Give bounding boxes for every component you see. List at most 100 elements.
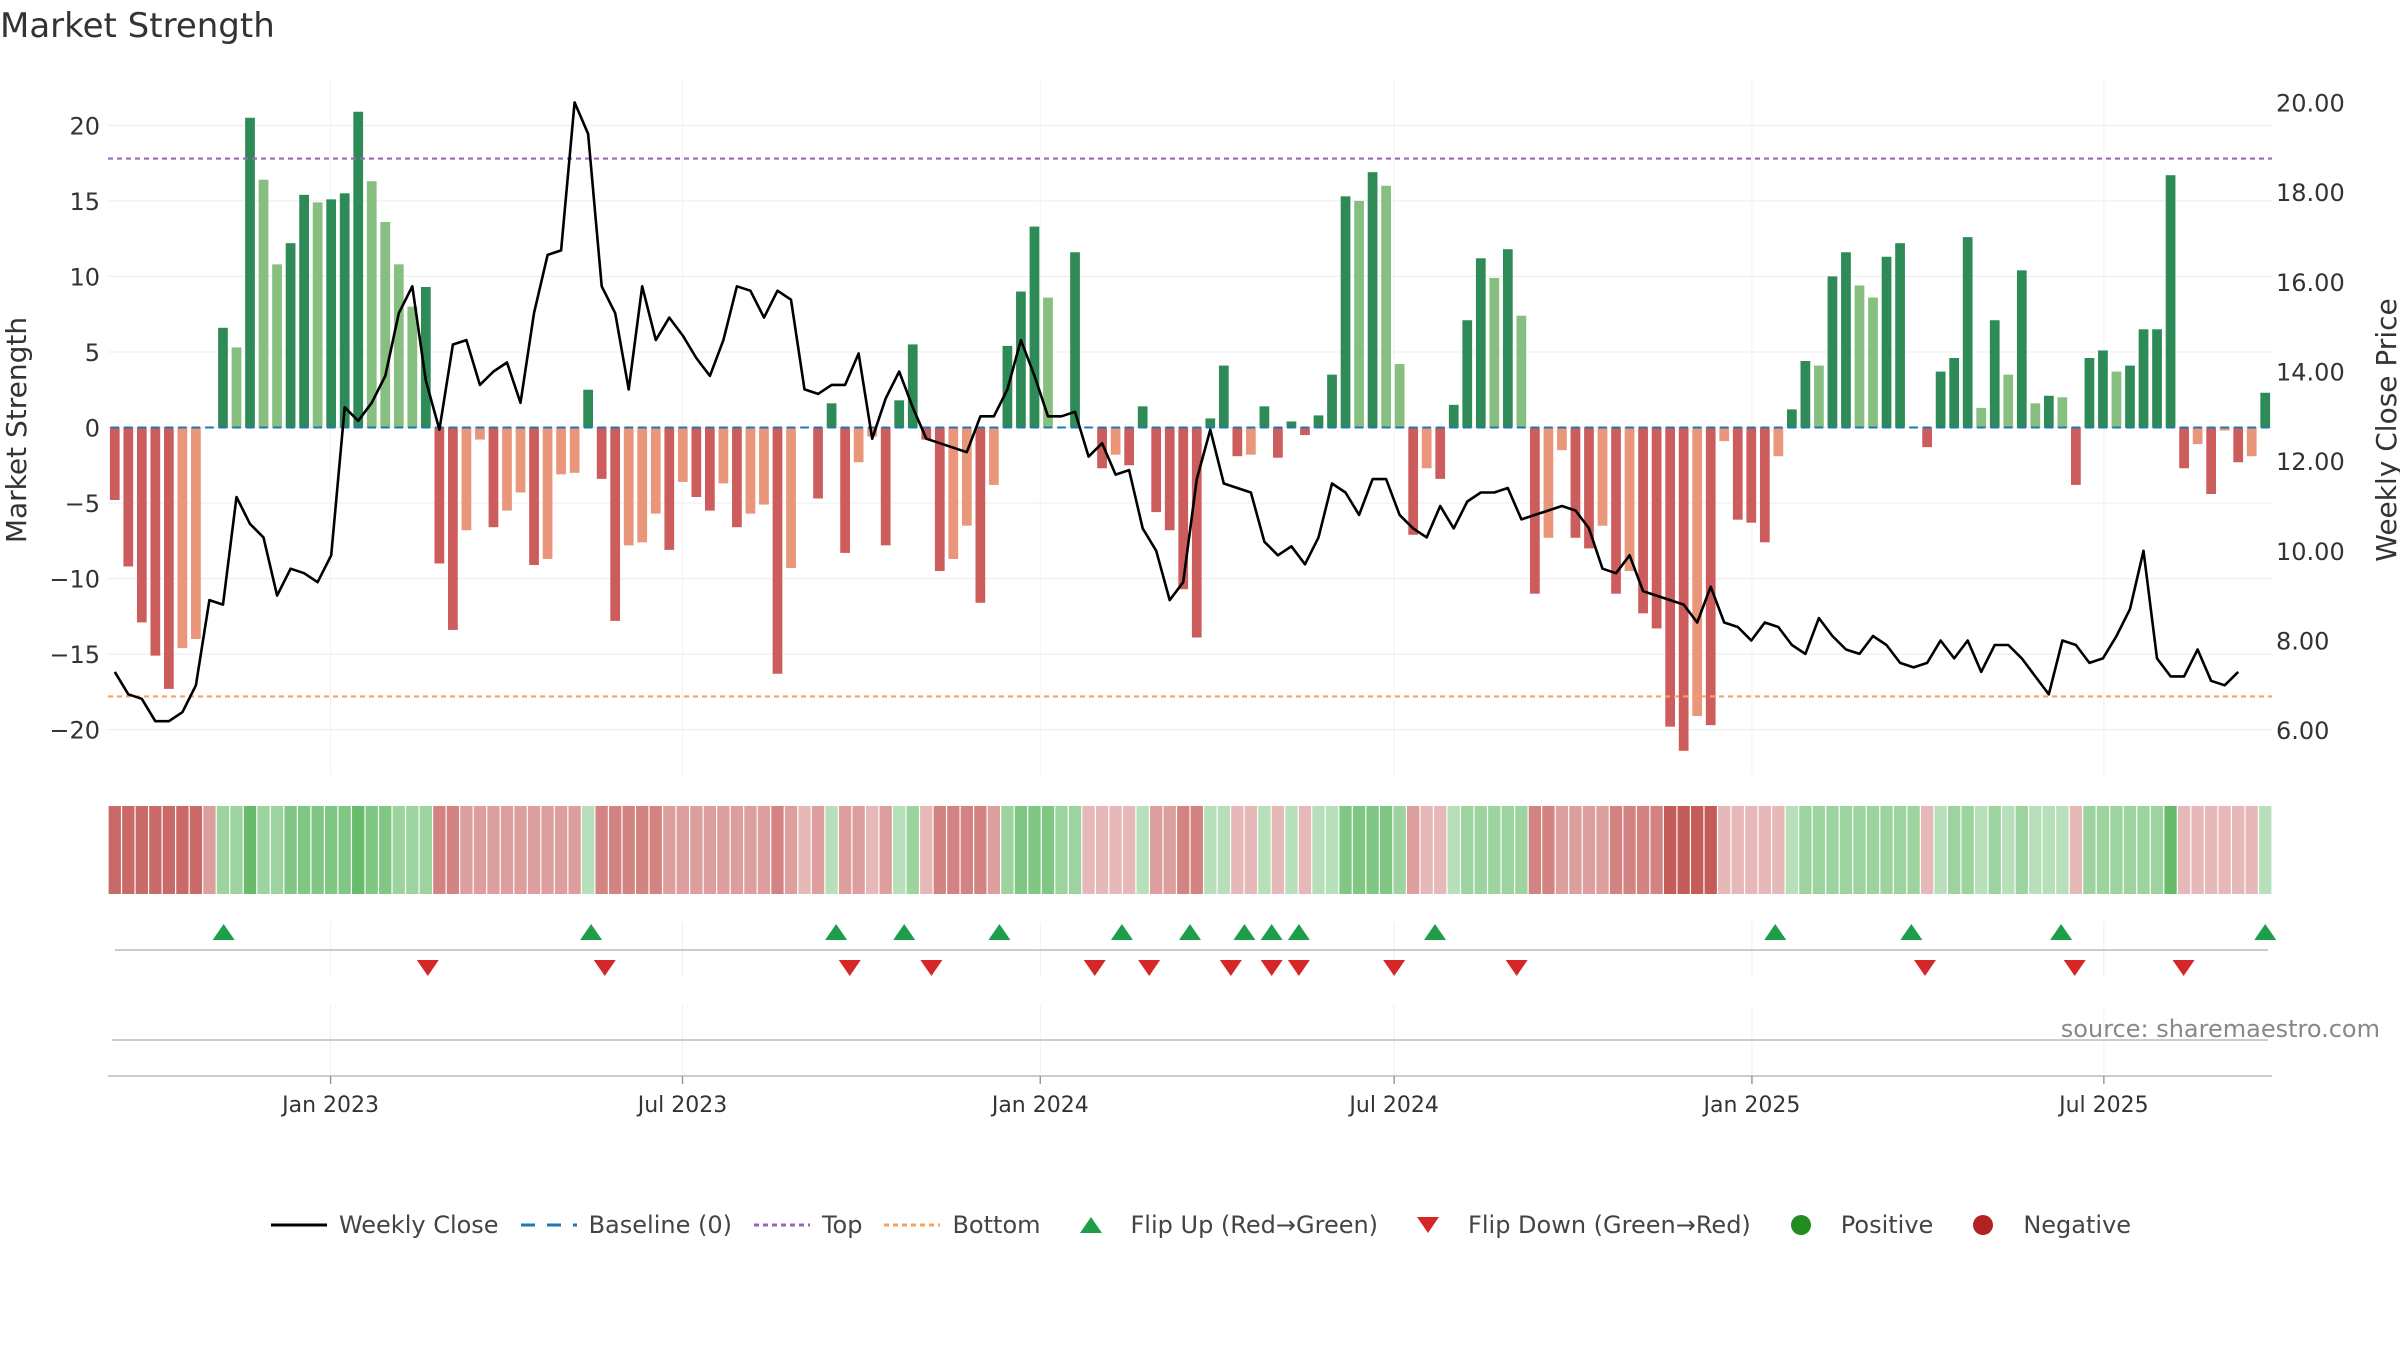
y-tick-left: −10: [49, 566, 100, 594]
shade-cell: [771, 806, 784, 894]
flip-up-marker: [1900, 924, 1923, 940]
shade-cell: [338, 806, 351, 894]
shade-cell: [230, 806, 243, 894]
shade-cell: [2204, 806, 2218, 894]
shade-cell: [649, 806, 662, 894]
bar-negative: [1638, 427, 1648, 614]
bar-negative: [191, 427, 201, 640]
shade-cell: [1826, 806, 1839, 894]
shade-cell: [1596, 806, 1609, 894]
bar-negative: [1543, 427, 1554, 538]
shade-cell: [1920, 806, 1934, 894]
bar-positive: [407, 306, 418, 428]
bar-negative: [961, 427, 972, 526]
flip-up-marker: [1260, 924, 1283, 940]
shade-cell: [1285, 806, 1298, 894]
bar-positive: [2003, 374, 2014, 428]
flip-up-marker: [988, 924, 1011, 940]
shade-cell: [1204, 806, 1217, 894]
shade-cell: [1718, 806, 1731, 894]
shade-cell: [1258, 806, 1271, 894]
bar-positive: [1218, 365, 1229, 428]
legend-item: Positive: [1771, 1211, 1933, 1239]
shade-cell: [1366, 806, 1379, 894]
y-tick-right: 14.00: [2276, 358, 2345, 386]
shade-cell: [1461, 806, 1474, 894]
weekly-close-line: [113, 101, 2240, 723]
x-tick-label: Jul 2025: [2057, 1093, 2149, 1118]
bar-positive: [1989, 320, 2000, 428]
shade-cell: [1731, 806, 1744, 894]
bar-negative: [677, 427, 688, 482]
shade-cell: [311, 806, 324, 894]
x-tick-label: Jul 2023: [636, 1093, 728, 1118]
shade-cell: [2232, 806, 2245, 894]
shade-cell: [1177, 806, 1190, 894]
bar-negative: [596, 427, 607, 479]
bar-negative: [1773, 427, 1784, 457]
bar-positive: [1854, 285, 1865, 428]
shade-cell: [2042, 806, 2055, 894]
chart-legend: Weekly Close Baseline (0) Top Bottom Flip Up…: [0, 1200, 2400, 1250]
y-tick-left: −15: [49, 641, 100, 669]
y-tick-left: 20: [69, 112, 100, 140]
shade-cell: [893, 806, 906, 894]
shade-cell: [866, 806, 879, 894]
bar-positive: [1868, 297, 1878, 428]
bar-negative: [1178, 427, 1189, 590]
shade-cell: [1082, 806, 1095, 894]
shade-cell: [1528, 806, 1542, 894]
bar-negative: [2206, 427, 2217, 494]
shade-cell: [744, 806, 757, 894]
bar-positive: [1381, 185, 1391, 428]
bar-positive: [272, 264, 282, 428]
x-tick-label: Jul 2024: [1347, 1093, 1439, 1118]
bar-negative: [529, 427, 539, 565]
shade-cell: [135, 806, 148, 894]
bar-negative: [2246, 427, 2257, 457]
flip-up-marker: [580, 924, 603, 940]
legend-item: Top: [752, 1211, 862, 1239]
y-tick-left: 5: [85, 339, 100, 367]
shade-cell: [2245, 806, 2258, 894]
shade-cell: [1569, 806, 1582, 894]
shade-cell: [2002, 806, 2015, 894]
y-tick-left: 0: [85, 415, 100, 443]
bar-positive: [1949, 358, 1960, 428]
bar-positive: [2125, 365, 2135, 428]
triangle-up-icon: [1079, 1217, 1102, 1233]
triangle-down-icon: [1417, 1217, 1440, 1233]
bar-positive: [353, 111, 364, 428]
shade-cell: [1542, 806, 1555, 894]
shade-cell: [1393, 806, 1406, 894]
bar-negative: [2071, 427, 2081, 485]
flip-up-marker: [825, 924, 848, 940]
bar-positive: [1800, 361, 1811, 428]
bar-negative: [975, 427, 986, 603]
shade-cell: [162, 806, 176, 894]
bar-negative: [569, 427, 580, 473]
bar-positive: [1340, 196, 1351, 428]
shade-cell: [284, 806, 297, 894]
shade-cell: [1095, 806, 1109, 894]
y-axis-label-left: Market Strength: [0, 317, 33, 543]
bar-positive: [2152, 329, 2162, 428]
shade-cell: [1150, 806, 1163, 894]
shade-cell: [595, 806, 608, 894]
bar-negative: [109, 427, 120, 501]
shade-cell: [2056, 806, 2069, 894]
bar-negative: [650, 427, 661, 514]
shade-cell: [1109, 806, 1122, 894]
legend-item: Flip Down (Green→Red): [1398, 1211, 1751, 1239]
shade-cell: [1379, 806, 1393, 894]
shade-cell: [1014, 806, 1028, 894]
bar-positive: [1137, 406, 1148, 428]
shade-cell: [1041, 806, 1055, 894]
shade-cell: [1772, 806, 1785, 894]
shade-cell: [784, 806, 798, 894]
bar-positive: [2260, 392, 2271, 428]
shade-cell: [352, 806, 365, 894]
shade-cell: [690, 806, 703, 894]
chart-title: Market Strength: [0, 6, 275, 46]
shade-cell: [406, 806, 419, 894]
